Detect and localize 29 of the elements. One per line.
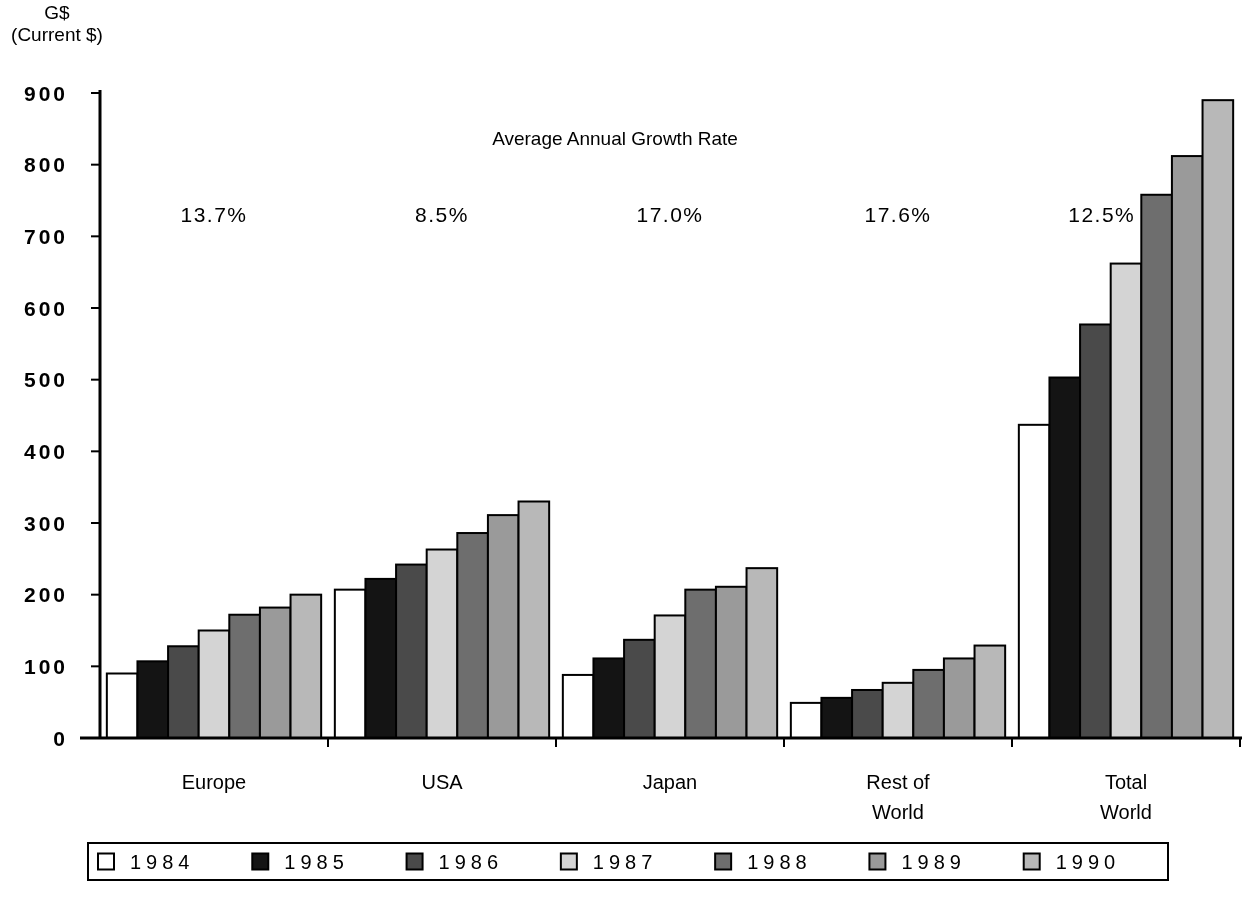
- legend-label: 1990: [1055, 850, 1121, 873]
- x-tick-label: Europe: [181, 771, 247, 793]
- x-tick-label: Total World: [1100, 771, 1152, 823]
- y-tick-label: 200: [23, 583, 68, 607]
- y-tick-label: 0: [53, 726, 68, 750]
- y-tick-label: 600: [23, 296, 68, 320]
- legend-label: 1987: [592, 850, 658, 873]
- y-tick-label: 900: [23, 81, 68, 105]
- y-tick-label: 100: [23, 654, 68, 678]
- legend-label: 1986: [438, 850, 504, 873]
- annotation: 17.6%: [864, 203, 932, 227]
- legend-label: 1985: [284, 850, 349, 873]
- annotation: 12.5%: [1068, 203, 1136, 227]
- legend-label: 1989: [901, 850, 966, 873]
- x-tick-label: USA: [421, 771, 464, 793]
- y-tick-label: 800: [23, 153, 68, 177]
- legend-label: 1988: [747, 850, 812, 873]
- y-tick-label: 300: [23, 511, 68, 535]
- x-tick-label: Japan: [642, 771, 698, 793]
- annotation: 8.5%: [415, 203, 469, 227]
- text: Average Annual Growth Rate: [492, 127, 738, 149]
- y-tick-label: 700: [23, 224, 68, 248]
- y-tick-label: 400: [23, 439, 68, 463]
- annotation: 17.0%: [636, 203, 704, 227]
- legend-label: 1984: [130, 850, 195, 873]
- x-tick-label: Rest of World: [866, 771, 931, 823]
- annotation: 13.7%: [180, 203, 248, 227]
- y-axis-title: G$ (Current $): [11, 1, 103, 45]
- y-tick-label: 500: [23, 368, 68, 392]
